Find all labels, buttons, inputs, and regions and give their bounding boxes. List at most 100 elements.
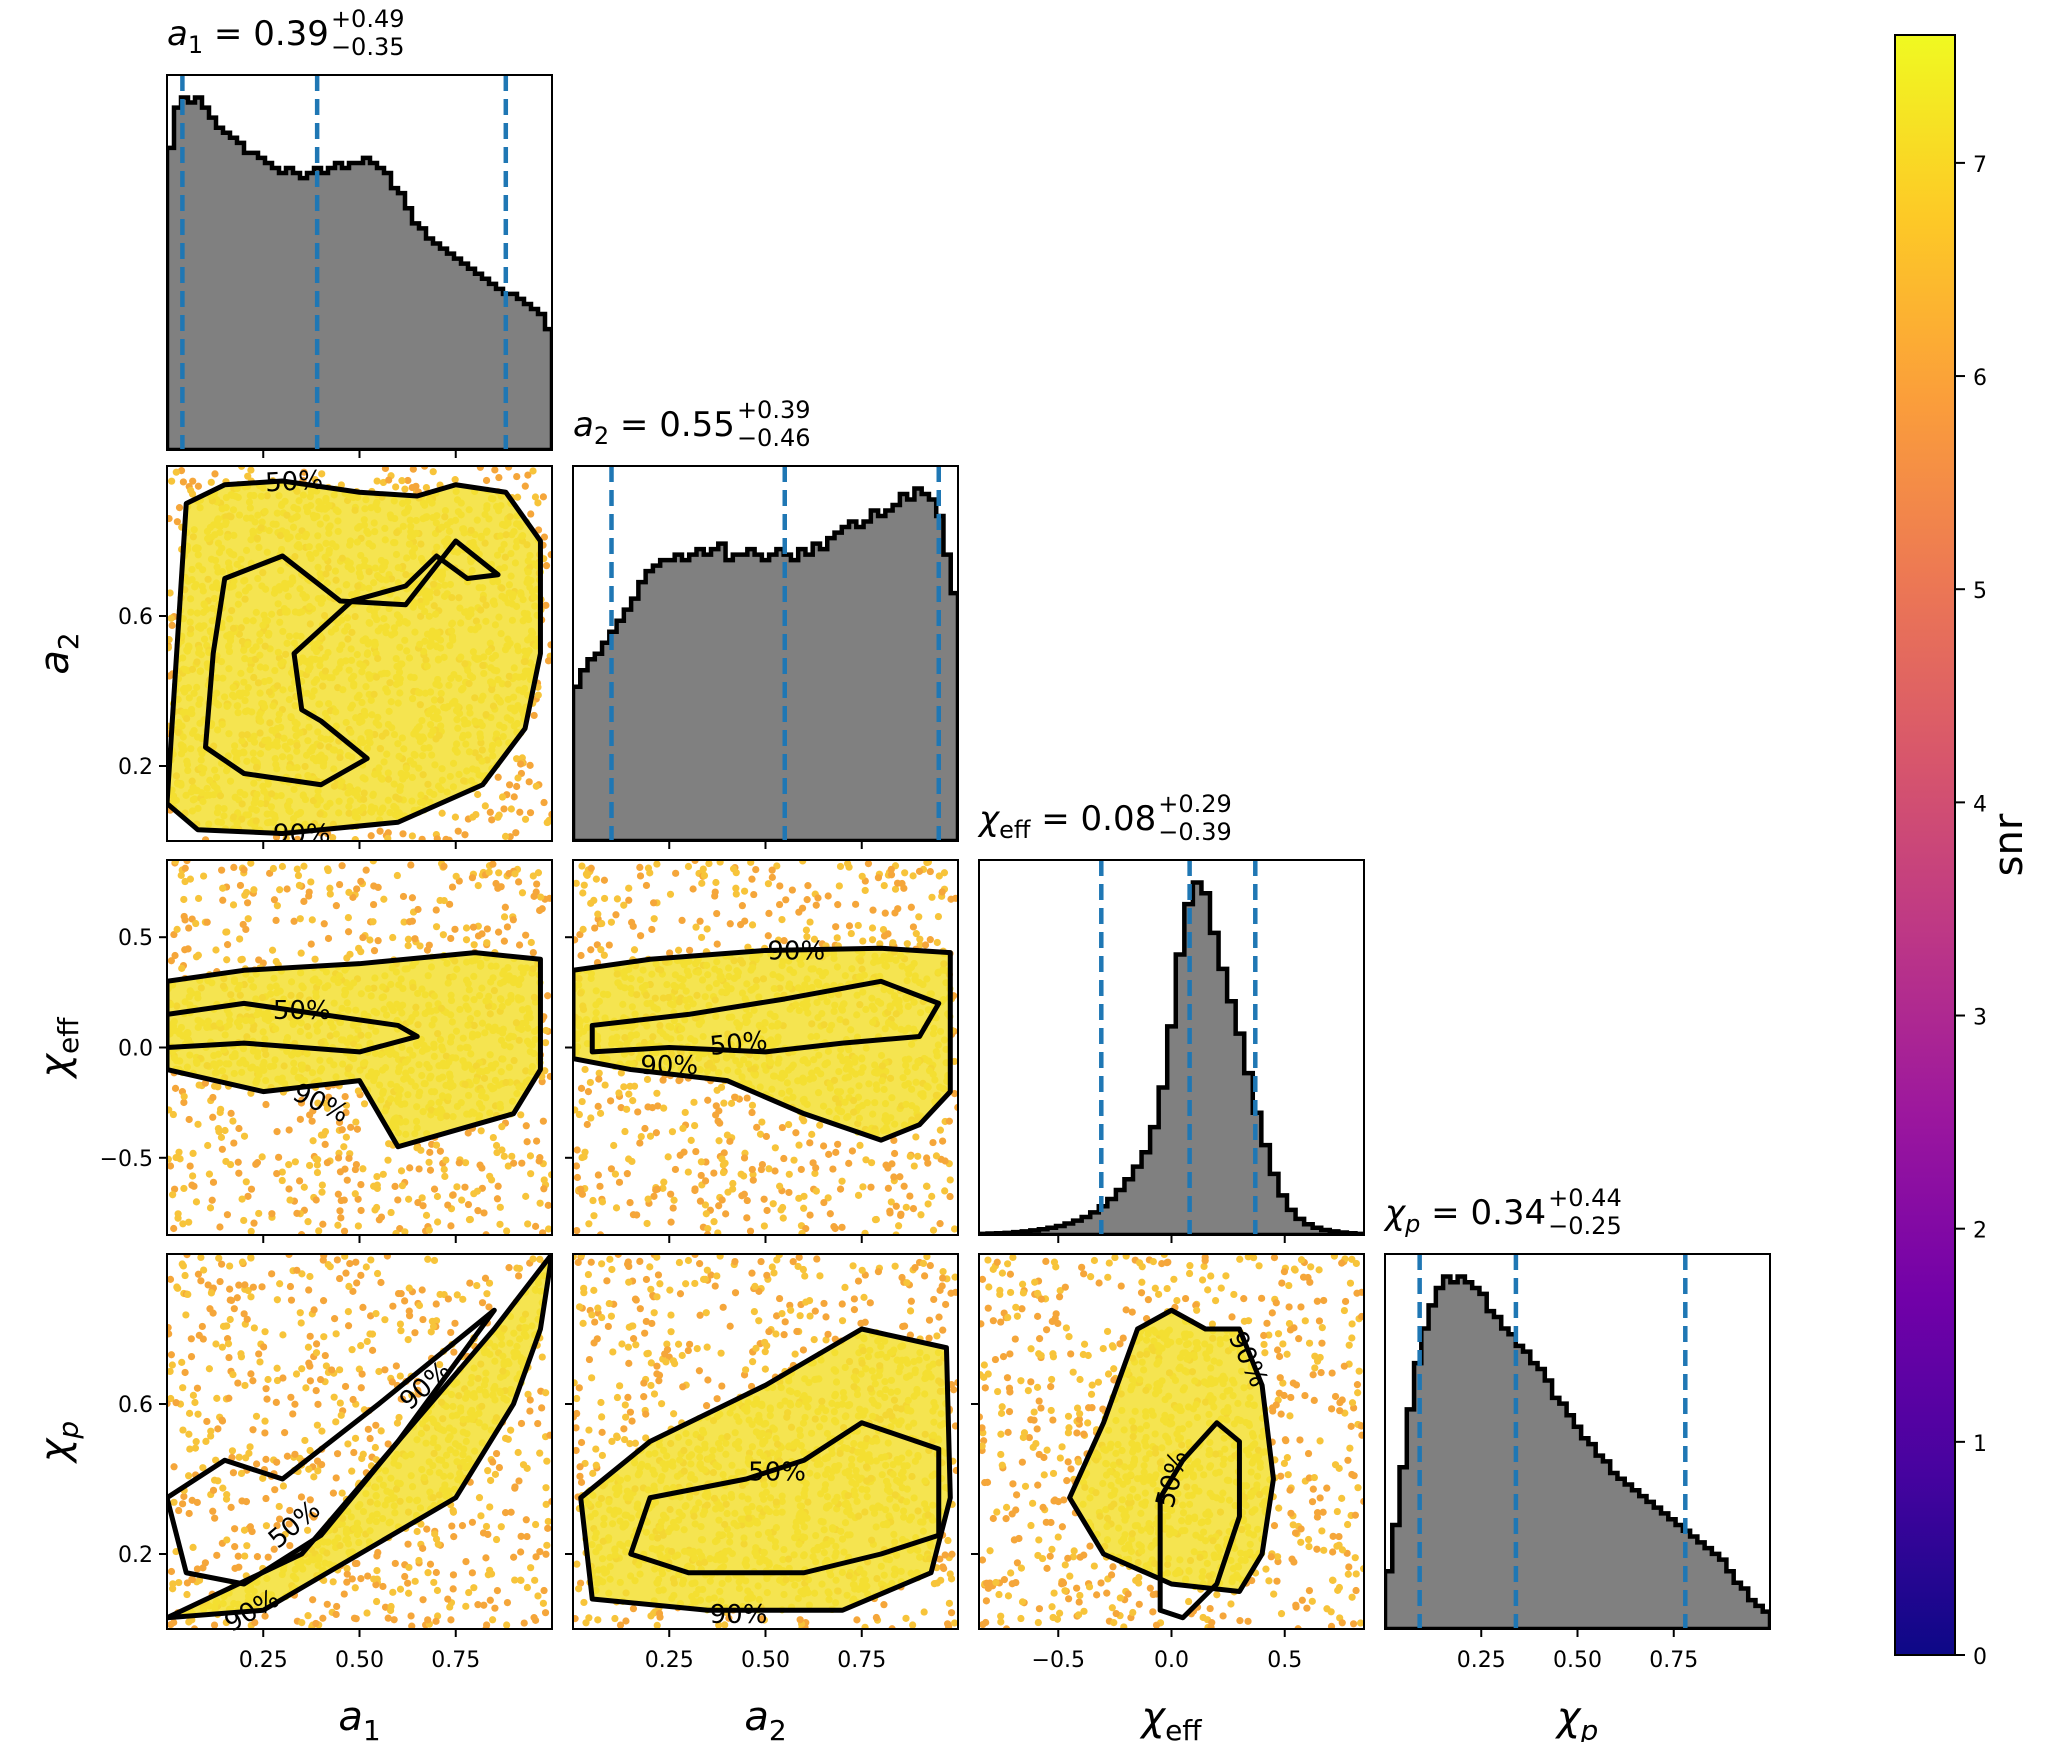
scatter-point	[531, 1222, 540, 1230]
scatter-point	[496, 1220, 504, 1228]
scatter-point	[727, 1099, 736, 1107]
scatter-point	[273, 1376, 282, 1385]
scatter-point	[419, 1596, 427, 1604]
scatter-point	[341, 1092, 349, 1101]
scatter-point	[396, 1585, 405, 1593]
scatter-point	[516, 808, 524, 816]
scatter-point	[230, 1305, 238, 1313]
scatter-point	[505, 870, 513, 878]
scatter-point	[353, 1279, 361, 1287]
scatter-point	[887, 865, 895, 873]
scatter-point	[241, 891, 249, 899]
scatter-point	[740, 1154, 749, 1162]
scatter-point	[258, 1153, 266, 1161]
scatter-point	[526, 809, 535, 817]
y-tick-label: 0.6	[118, 605, 153, 630]
scatter-point	[312, 1386, 320, 1395]
scatter-point	[469, 923, 478, 931]
scatter-point	[170, 930, 178, 939]
scatter-point	[858, 872, 866, 880]
scatter-point	[518, 889, 527, 897]
scatter-point	[594, 910, 602, 918]
scatter-point	[534, 691, 542, 699]
scatter-point	[492, 879, 500, 888]
panel-title-minus-a2: −0.46	[737, 424, 811, 452]
scatter-point	[273, 1169, 281, 1178]
scatter-point	[540, 533, 549, 541]
scatter-point	[626, 1199, 634, 1207]
scatter-point	[798, 904, 807, 912]
scatter-point	[171, 1185, 179, 1193]
scatter-point	[247, 466, 255, 474]
scatter-point	[544, 992, 552, 1000]
scatter-point	[515, 878, 523, 886]
scatter-point	[389, 1302, 397, 1310]
scatter-point	[900, 1182, 908, 1190]
scatter-point	[357, 1384, 365, 1392]
scatter-point	[522, 1192, 530, 1200]
scatter-point	[357, 1342, 365, 1350]
scatter-point	[458, 1196, 466, 1204]
scatter-point	[461, 1159, 470, 1167]
scatter-point	[538, 1078, 546, 1086]
scatter-point	[287, 1393, 295, 1401]
scatter-point	[868, 924, 877, 932]
scatter-point	[168, 621, 176, 630]
scatter-point	[544, 817, 552, 826]
scatter-point	[539, 493, 547, 501]
scatter-point	[862, 1156, 870, 1164]
scatter-point	[269, 864, 278, 873]
scatter-point	[318, 1188, 326, 1196]
scatter-point	[374, 937, 382, 945]
scatter-point	[838, 1223, 846, 1231]
scatter-point	[415, 1301, 424, 1310]
scatter-point	[692, 923, 700, 931]
scatter-point	[782, 896, 790, 904]
scatter-point	[536, 1199, 544, 1207]
scatter-point	[780, 937, 788, 945]
scatter-point	[884, 930, 892, 938]
scatter-point	[600, 876, 609, 884]
scatter-point	[253, 1553, 262, 1561]
scatter-point	[171, 1084, 180, 1092]
scatter-point	[341, 1165, 349, 1173]
scatter-point	[891, 885, 900, 893]
scatter-point	[521, 482, 529, 490]
scatter-point	[240, 1132, 249, 1140]
scatter-point	[533, 880, 541, 888]
scatter-point	[715, 1107, 723, 1115]
scatter-point	[447, 934, 455, 943]
scatter-point	[861, 1229, 869, 1235]
scatter-point	[482, 476, 491, 485]
scatter-point	[950, 1225, 958, 1233]
scatter-point	[404, 1335, 412, 1344]
scatter-point	[340, 1196, 348, 1204]
scatter-point	[247, 1185, 256, 1193]
y-tick-label: −0.5	[100, 1147, 153, 1172]
scatter-point	[308, 916, 316, 924]
scatter-point	[354, 1195, 362, 1203]
scatter-point	[666, 949, 674, 957]
scatter-point	[507, 1426, 515, 1434]
scatter-point	[579, 925, 587, 933]
scatter-point	[498, 793, 507, 801]
scatter-point	[185, 1115, 193, 1124]
contour-90	[167, 950, 543, 1150]
scatter-point	[357, 1181, 365, 1189]
scatter-point	[324, 934, 333, 943]
scatter-point	[806, 918, 814, 926]
scatter-point	[824, 892, 832, 900]
scatter-point	[489, 860, 497, 868]
scatter-point	[181, 864, 189, 872]
scatter-point	[446, 900, 454, 908]
scatter-point	[750, 890, 758, 899]
scatter-point	[835, 882, 843, 890]
scatter-point	[335, 1274, 344, 1283]
scatter-point	[418, 1194, 426, 1202]
scatter-point	[529, 872, 537, 880]
scatter-point	[697, 1158, 705, 1166]
scatter-point	[242, 1178, 250, 1186]
scatter-point	[177, 871, 185, 879]
scatter-point	[625, 896, 633, 904]
scatter-point	[765, 1165, 773, 1173]
